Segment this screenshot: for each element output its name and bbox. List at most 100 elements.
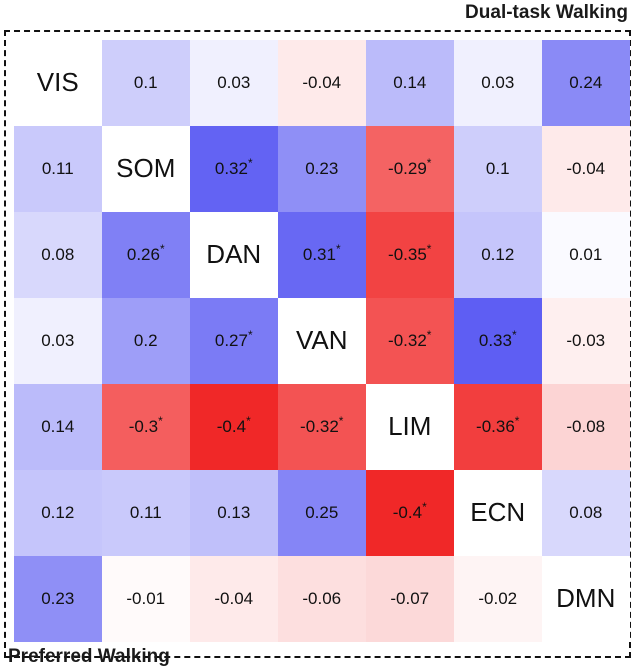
heatmap-cell-dmn-som: -0.01 [102, 556, 190, 642]
cell-value-label: -0.01 [126, 588, 166, 608]
cell-value-label: 0.2 [133, 330, 158, 350]
heatmap-cell-vis-van: -0.04 [278, 40, 366, 126]
cell-value-label: -0.08 [566, 416, 606, 436]
heatmap-cell-van-vis: 0.03 [14, 298, 102, 384]
significance-marker: * [338, 413, 344, 428]
network-label-som: SOM [102, 126, 190, 212]
cell-value-label: -0.07 [390, 588, 430, 608]
cell-value-label: -0.06 [302, 588, 342, 608]
network-label-text: ECN [470, 497, 526, 528]
heatmap-cell-vis-dan: 0.03 [190, 40, 278, 126]
heatmap-cell-dan-lim: -0.35 * [366, 212, 454, 298]
heatmap-cell-ecn-lim: -0.4 * [366, 470, 454, 556]
cell-value-label: 0.33 [478, 330, 512, 350]
network-label-dmn: DMN [542, 556, 630, 642]
cell-value-label: -0.04 [566, 158, 606, 178]
significance-marker: * [426, 155, 432, 170]
heatmap-cell-som-ecn: 0.1 [454, 126, 542, 212]
preferred-walking-title: Preferred Walking [8, 646, 170, 667]
cell-value-label: 0.14 [393, 72, 427, 92]
cell-value-label: -0.3 [128, 416, 159, 436]
heatmap-cell-dan-van: 0.31 * [278, 212, 366, 298]
heatmap-cell-dmn-vis: 0.23 [14, 556, 102, 642]
heatmap-cell-som-dan: 0.32 * [190, 126, 278, 212]
heatmap-cell-som-dmn: -0.04 [542, 126, 630, 212]
dashed-frame [4, 30, 631, 658]
cell-value-label: 0.01 [569, 244, 603, 264]
heatmap-cell-lim-dmn: -0.08 [542, 384, 630, 470]
network-label-text: DAN [206, 239, 262, 270]
heatmap-cell-vis-dmn: 0.24 [542, 40, 630, 126]
cell-value-label: 0.1 [485, 158, 510, 178]
heatmap-cell-van-dmn: -0.03 [542, 298, 630, 384]
heatmap-cell-lim-ecn: -0.36 * [454, 384, 542, 470]
correlation-heatmap: VIS 0.1 0.03 -0.04 0.14 0.03 0.24 0.11 SOM 0.32 * 0… [14, 40, 630, 642]
significance-marker: * [422, 499, 427, 514]
cell-value-label: -0.04 [214, 588, 254, 608]
cell-value-label: 0.12 [481, 244, 515, 264]
cell-value-label: 0.32 [214, 158, 248, 178]
cell-value-label: -0.02 [478, 588, 518, 608]
cell-value-label: 0.23 [305, 158, 339, 178]
cell-value-label: -0.35 [388, 244, 427, 264]
heatmap-cell-ecn-vis: 0.12 [14, 470, 102, 556]
cell-value-label: 0.26 [126, 244, 160, 264]
cell-value-label: 0.31 [302, 244, 336, 264]
heatmap-cell-dan-vis: 0.08 [14, 212, 102, 298]
heatmap-cell-dan-dmn: 0.01 [542, 212, 630, 298]
cell-value-label: 0.12 [41, 502, 75, 522]
cell-value-label: 0.03 [41, 330, 75, 350]
heatmap-cell-ecn-som: 0.11 [102, 470, 190, 556]
significance-marker: * [247, 155, 253, 170]
network-label-text: VIS [36, 67, 79, 98]
cell-value-label: 0.13 [217, 502, 251, 522]
network-label-dan: DAN [190, 212, 278, 298]
network-label-vis: VIS [14, 40, 102, 126]
heatmap-cell-van-som: 0.2 [102, 298, 190, 384]
heatmap-cell-van-ecn: 0.33 * [454, 298, 542, 384]
heatmap-cell-ecn-van: 0.25 [278, 470, 366, 556]
cell-value-label: -0.36 [476, 416, 515, 436]
cell-value-label: 0.23 [41, 588, 75, 608]
cell-value-label: 0.25 [305, 502, 339, 522]
heatmap-cell-lim-som: -0.3 * [102, 384, 190, 470]
heatmap-cell-vis-ecn: 0.03 [454, 40, 542, 126]
significance-marker: * [514, 413, 520, 428]
cell-value-label: 0.27 [214, 330, 248, 350]
heatmap-cell-ecn-dmn: 0.08 [542, 470, 630, 556]
cell-value-label: 0.1 [133, 72, 158, 92]
significance-marker: * [246, 413, 251, 428]
cell-value-label: 0.11 [129, 502, 162, 522]
network-label-lim: LIM [366, 384, 454, 470]
significance-marker: * [511, 327, 517, 342]
cell-value-label: 0.14 [41, 416, 75, 436]
network-label-text: VAN [295, 325, 348, 356]
heatmap-cell-dmn-ecn: -0.02 [454, 556, 542, 642]
heatmap-cell-dmn-lim: -0.07 [366, 556, 454, 642]
heatmap-cell-ecn-dan: 0.13 [190, 470, 278, 556]
cell-value-label: 0.08 [569, 502, 603, 522]
heatmap-cell-vis-lim: 0.14 [366, 40, 454, 126]
heatmap-cell-vis-som: 0.1 [102, 40, 190, 126]
significance-marker: * [335, 241, 341, 256]
significance-marker: * [158, 413, 163, 428]
cell-value-label: -0.32 [300, 416, 339, 436]
cell-value-label: -0.29 [388, 158, 427, 178]
network-label-text: LIM [388, 411, 432, 442]
cell-value-label: -0.4 [216, 416, 247, 436]
heatmap-cell-van-lim: -0.32 * [366, 298, 454, 384]
heatmap-cell-dan-som: 0.26 * [102, 212, 190, 298]
cell-value-label: -0.03 [566, 330, 606, 350]
heatmap-cell-dmn-dan: -0.04 [190, 556, 278, 642]
cell-value-label: 0.08 [41, 244, 75, 264]
heatmap-cell-som-lim: -0.29 * [366, 126, 454, 212]
cell-value-label: 0.03 [481, 72, 515, 92]
cell-value-label: 0.03 [217, 72, 251, 92]
cell-value-label: -0.04 [302, 72, 342, 92]
network-label-van: VAN [278, 298, 366, 384]
cell-value-label: 0.24 [569, 72, 603, 92]
network-label-ecn: ECN [454, 470, 542, 556]
network-label-text: SOM [116, 153, 176, 184]
network-label-text: DMN [556, 583, 616, 614]
significance-marker: * [426, 327, 432, 342]
